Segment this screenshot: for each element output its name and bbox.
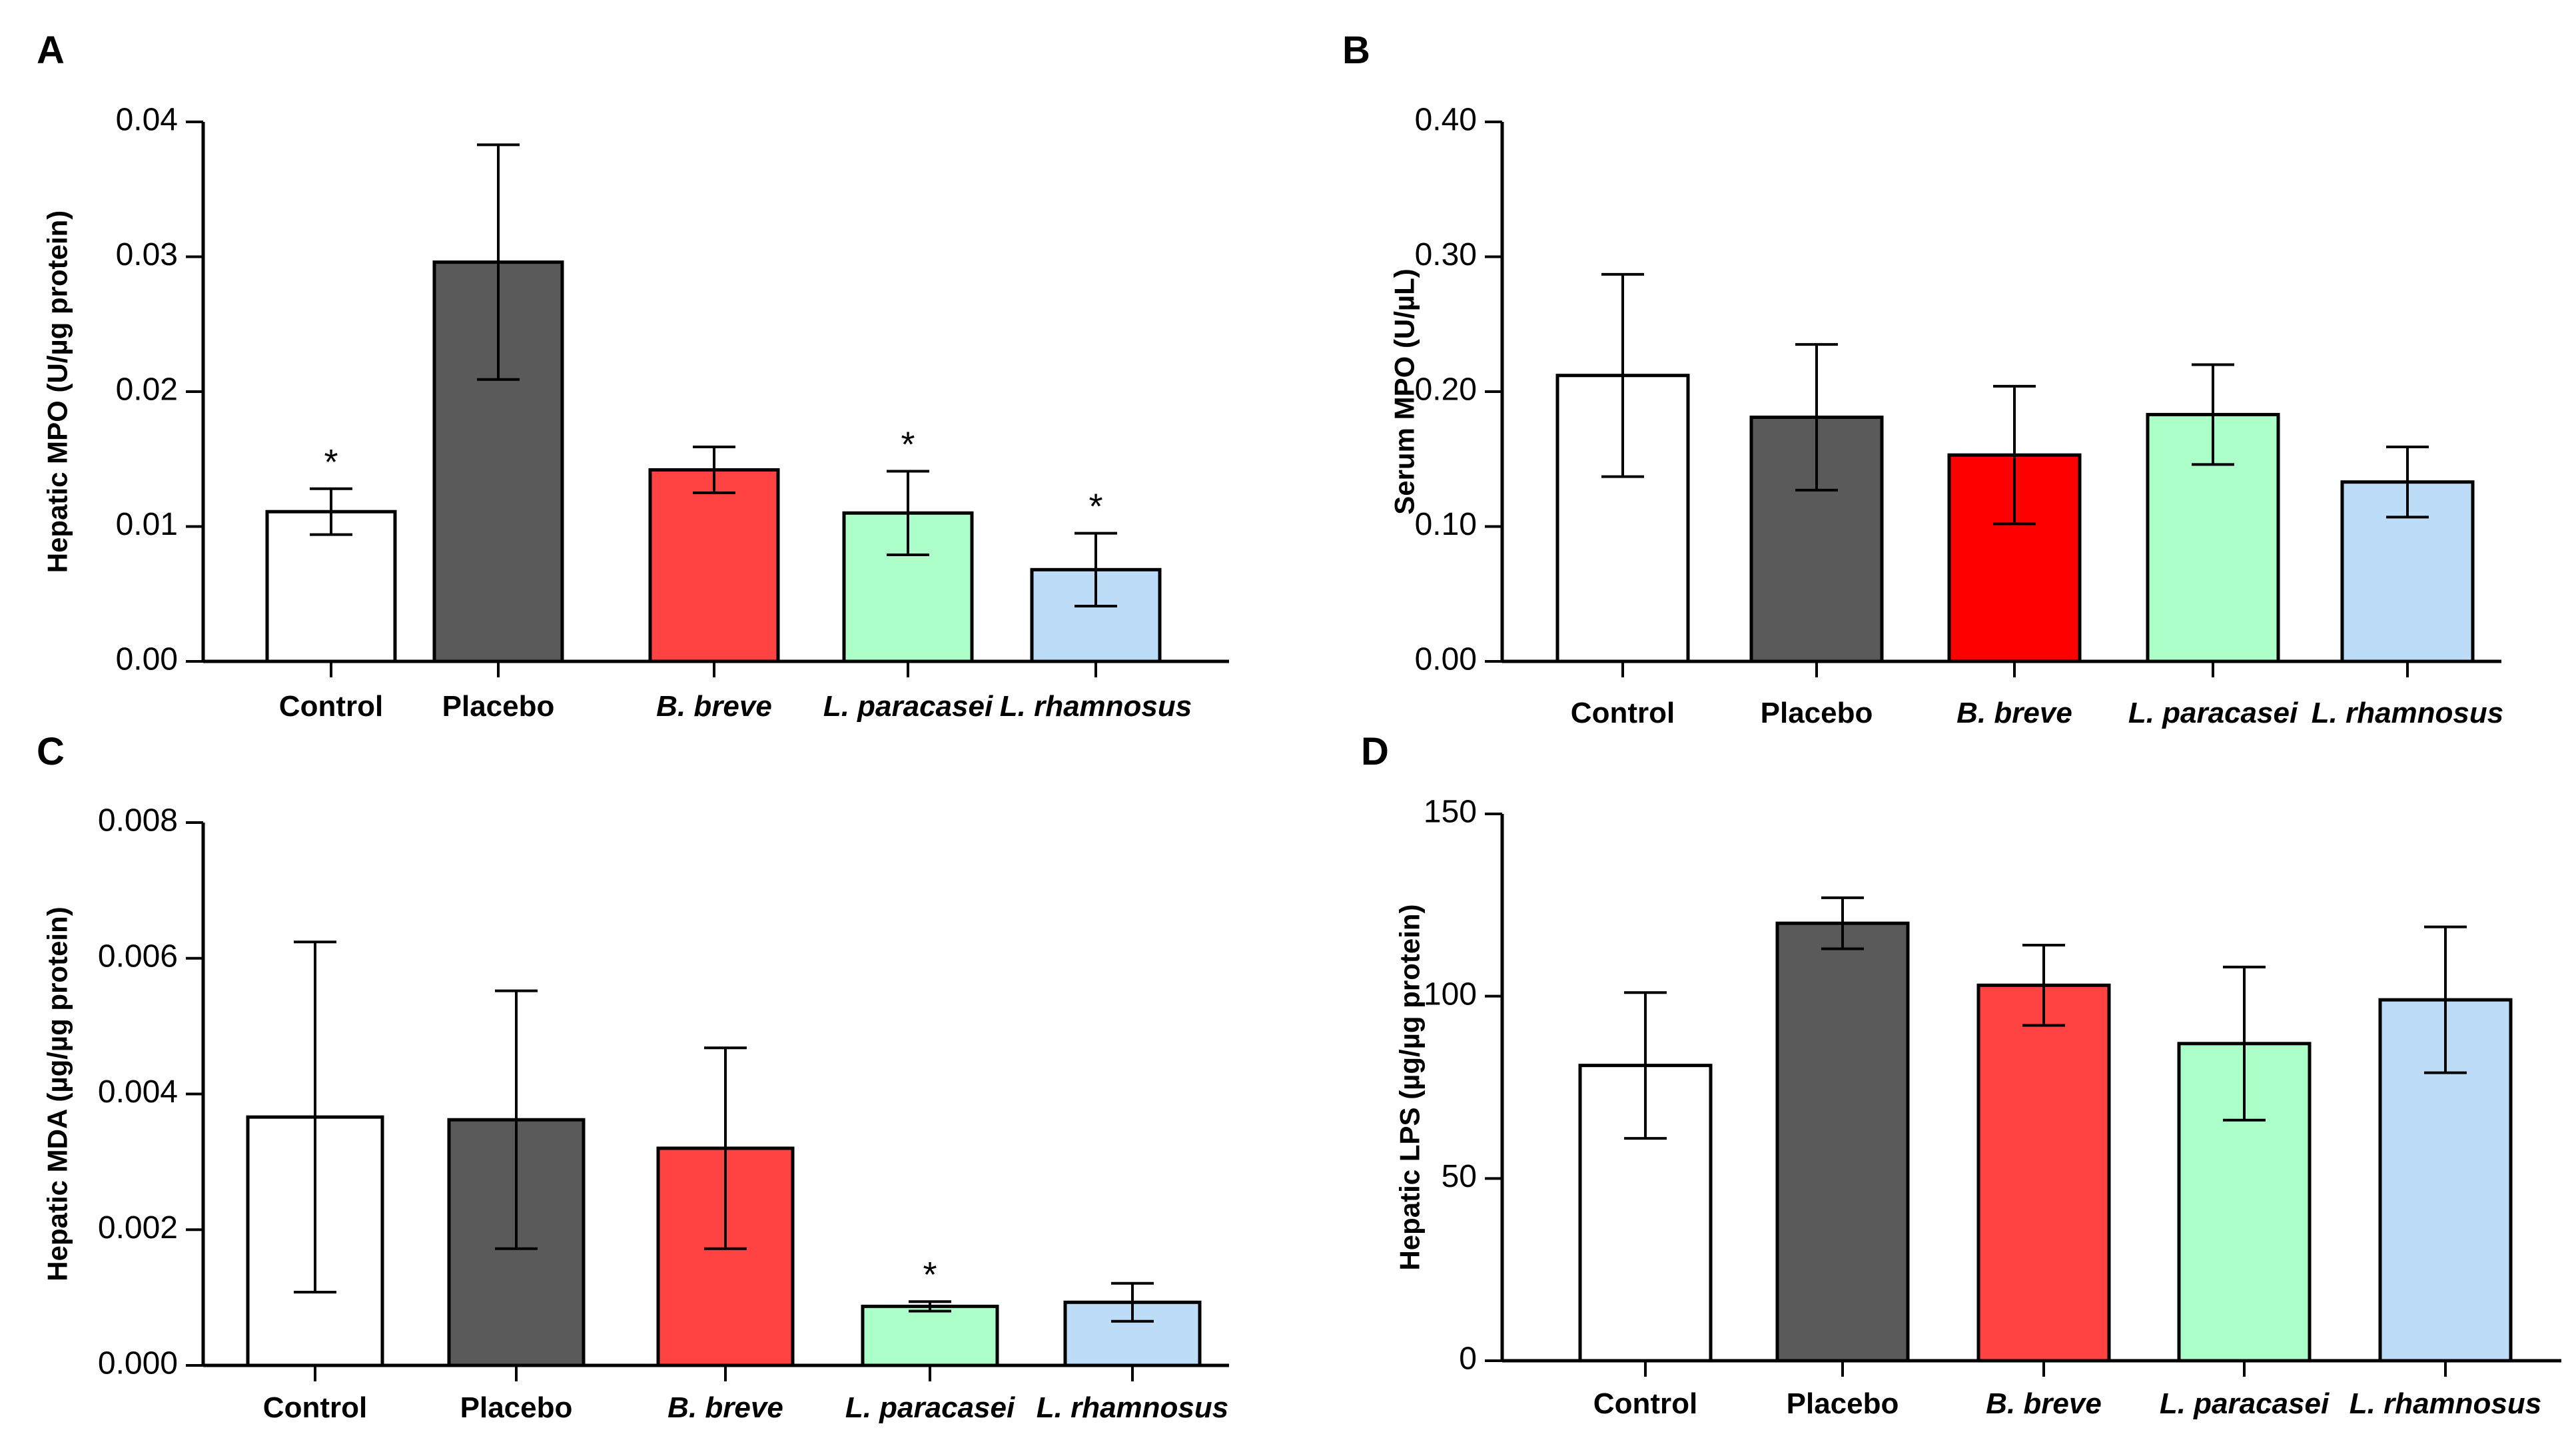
y-axis-label: Hepatic MPO (U/µg protein) <box>41 210 73 573</box>
bar <box>648 468 780 663</box>
y-tick-label: 0.00 <box>1415 642 1477 677</box>
category-label: L. rhamnosus <box>2350 1387 2542 1420</box>
y-tick-label: 0.000 <box>98 1346 178 1381</box>
panel-letter: A <box>37 29 65 72</box>
category-label: Placebo <box>1761 697 1873 729</box>
y-tick-label: 0.02 <box>116 372 178 408</box>
category-label: L. rhamnosus <box>1000 690 1192 723</box>
category-label: B. breve <box>1986 1387 2102 1420</box>
bar <box>1775 921 1910 1363</box>
category-label: Control <box>279 690 383 723</box>
y-tick-label: 0.004 <box>98 1074 178 1110</box>
y-tick-label: 0.008 <box>98 803 178 839</box>
category-label: L. paracasei <box>2160 1387 2330 1420</box>
y-tick-label: 150 <box>1424 795 1477 830</box>
category-label: L. rhamnosus <box>2312 697 2504 729</box>
category-label: L. rhamnosus <box>1037 1391 1229 1424</box>
bar <box>861 1304 999 1367</box>
category-label: B. breve <box>656 690 772 723</box>
y-tick-label: 0.20 <box>1415 372 1477 408</box>
y-axis-label: Serum MPO (U/µL) <box>1388 268 1420 515</box>
y-tick-label: 0.04 <box>116 103 178 138</box>
y-tick-label: 100 <box>1424 976 1477 1012</box>
y-tick-label: 0.00 <box>116 642 178 677</box>
category-label: Control <box>1571 697 1675 729</box>
category-label: L. paracasei <box>823 690 993 723</box>
panel-letter: C <box>37 730 65 773</box>
panel-letter: D <box>1361 730 1389 773</box>
y-tick-label: 0.30 <box>1415 237 1477 272</box>
significance-marker: * <box>923 1255 937 1295</box>
panel-d: D Hepatic LPS (µg/µg protein) Control Place… <box>1361 730 2561 1420</box>
y-tick-label: 50 <box>1442 1159 1477 1194</box>
y-axis-label: Hepatic LPS (µg/µg protein) <box>1394 904 1425 1270</box>
category-label: B. breve <box>1956 697 2072 729</box>
y-tick-label: 0 <box>1459 1341 1477 1377</box>
category-label: Placebo <box>442 690 555 723</box>
category-label: L. paracasei <box>2128 697 2298 729</box>
category-label: Control <box>263 1391 367 1424</box>
significance-marker: * <box>1088 487 1102 527</box>
panel-b: B Serum MPO (U/µL) Control Placebo B. breve L… <box>1342 29 2503 729</box>
y-axis-label: Hepatic MDA (µg/µg protein) <box>41 906 73 1281</box>
category-label: B. breve <box>667 1391 783 1424</box>
significance-marker: * <box>324 442 338 482</box>
bar <box>1976 983 2111 1363</box>
y-tick-label: 0.40 <box>1415 103 1477 138</box>
y-tick-label: 0.10 <box>1415 507 1477 542</box>
y-tick-label: 0.01 <box>116 507 178 542</box>
category-label: Control <box>1593 1387 1697 1420</box>
significance-marker: * <box>901 424 915 464</box>
y-tick-label: 0.006 <box>98 938 178 974</box>
category-label: Placebo <box>460 1391 573 1424</box>
panel-a: A Hepatic MPO (U/µg protein) * Control Place… <box>37 29 1229 723</box>
y-tick-label: 0.002 <box>98 1210 178 1246</box>
panel-c: C Hepatic MDA (µg/µg protein) Control Place… <box>37 730 1229 1424</box>
category-label: Placebo <box>1787 1387 1899 1420</box>
y-tick-label: 0.03 <box>116 237 178 272</box>
panel-letter: B <box>1342 29 1370 72</box>
category-label: L. paracasei <box>845 1391 1015 1424</box>
